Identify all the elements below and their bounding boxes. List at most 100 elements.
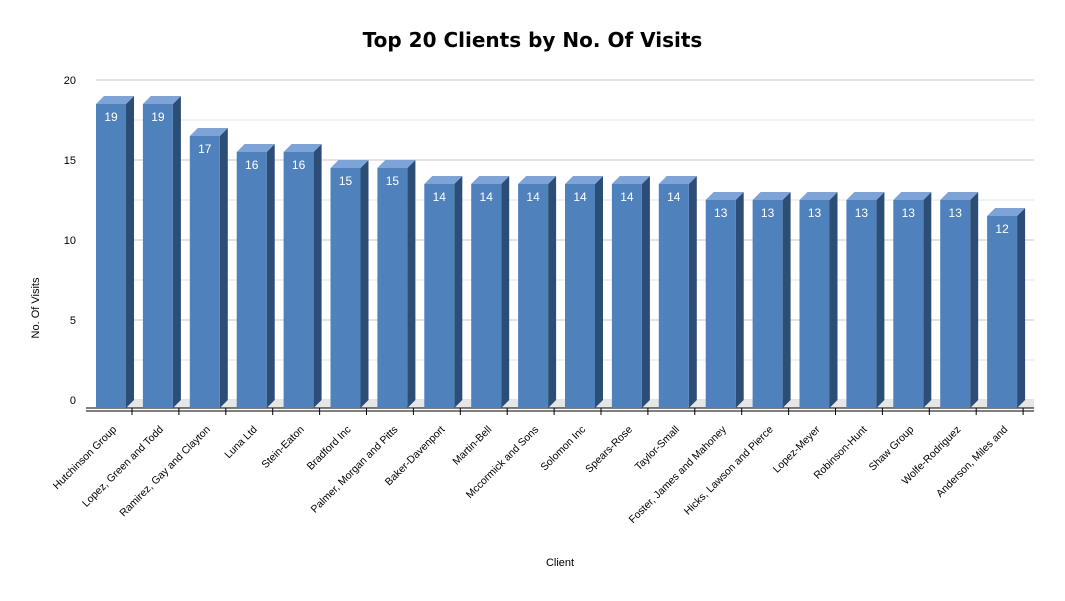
bar-top (846, 192, 885, 200)
bar-top (377, 160, 416, 168)
bar-side (172, 96, 181, 408)
category-label: Foster, James and Mahoney (627, 423, 730, 526)
category-label: Lopez-Meyer (771, 423, 823, 475)
bar-side (313, 144, 322, 408)
bar: 14 (565, 176, 603, 415)
y-tick-label: 10 (64, 235, 76, 247)
category-label: Taylor-Small (633, 424, 682, 473)
bar-front (987, 216, 1018, 408)
bar-front (658, 184, 689, 408)
bar: 15 (330, 160, 369, 415)
bar-front (940, 200, 971, 408)
bar: 14 (424, 176, 463, 415)
bar-side (407, 160, 416, 408)
bar: 19 (96, 96, 134, 415)
data-label: 13 (808, 206, 822, 220)
category-label: Martin-Bell (450, 424, 494, 468)
bar-top (799, 192, 838, 200)
bar-front (189, 136, 220, 408)
bar: 16 (236, 144, 275, 415)
data-label: 16 (245, 158, 259, 172)
chart-floor (86, 400, 1034, 412)
data-label: 14 (573, 190, 587, 204)
bar: 13 (893, 192, 932, 415)
category-label: Shaw Group (867, 424, 917, 474)
bar-front (893, 200, 924, 408)
bar-top (236, 144, 275, 152)
bar-front (846, 200, 877, 408)
bar-side (1017, 208, 1026, 408)
bar-front (96, 104, 126, 408)
bar-top (705, 192, 744, 200)
data-label: 14 (433, 190, 447, 204)
data-label: 17 (198, 142, 212, 156)
bar-top (987, 208, 1026, 216)
bar-side (970, 192, 979, 408)
bar-top (283, 144, 322, 152)
bar: 16 (283, 144, 322, 415)
bar: 17 (189, 128, 228, 415)
data-label: 14 (526, 190, 540, 204)
chart-title: Top 20 Clients by No. Of Visits (362, 28, 703, 52)
bar-top (752, 192, 791, 200)
y-tick-label: 5 (70, 315, 76, 327)
bar-top (658, 176, 697, 184)
data-label: 15 (339, 174, 353, 188)
y-tick-label: 0 (70, 395, 76, 407)
bar-side (782, 192, 791, 408)
bar-top (565, 176, 603, 184)
bar-side (595, 176, 603, 408)
bar-side (923, 192, 932, 408)
bar-front (752, 200, 783, 408)
bar-side (735, 192, 744, 408)
y-tick-label: 15 (64, 155, 76, 167)
data-label: 13 (761, 206, 775, 220)
bar-top (893, 192, 932, 200)
data-label: 19 (151, 110, 165, 124)
bar-side (876, 192, 885, 408)
y-tick-label: 20 (64, 75, 76, 87)
bar-front (611, 184, 642, 408)
bar-front (518, 184, 549, 408)
bar-side (126, 96, 134, 408)
category-label: Bradford Inc (305, 424, 354, 473)
category-label: Luna Ltd (222, 424, 259, 461)
bar-top (518, 176, 557, 184)
bar-front (424, 184, 455, 408)
bar-front (471, 184, 502, 408)
bar-front (799, 200, 830, 408)
data-label: 15 (386, 174, 400, 188)
bar-top (940, 192, 979, 200)
data-label: 14 (480, 190, 494, 204)
bar: 14 (658, 176, 697, 415)
category-label: Lopez, Green and Todd (80, 424, 166, 510)
data-label: 14 (620, 190, 634, 204)
bar-front (565, 184, 595, 408)
bar-top (142, 96, 181, 104)
x-axis-label: Client (545, 557, 575, 569)
bar-side (360, 160, 369, 408)
bar: 14 (611, 176, 650, 415)
bar-front (330, 168, 361, 408)
bar-front (142, 104, 173, 408)
bars: 19 19 17 16 16 15 15 14 14 14 14 14 14 13 13 13 13 13 13 12 (96, 96, 1026, 415)
bar-side (266, 144, 275, 408)
data-label: 13 (855, 206, 869, 220)
data-label: 16 (292, 158, 306, 172)
bar: 19 (142, 96, 181, 415)
bar: 13 (846, 192, 885, 415)
y-tick-labels: 0 5 10 15 20 (64, 75, 76, 407)
bar-top (471, 176, 510, 184)
bar-side (219, 128, 228, 408)
bar-side (641, 176, 650, 408)
bar-side (454, 176, 463, 408)
bar-top (330, 160, 369, 168)
data-label: 13 (714, 206, 728, 220)
bar-front (705, 200, 736, 408)
bar: 13 (940, 192, 979, 415)
bar: 13 (705, 192, 744, 415)
category-label: Stein-Eaton (259, 424, 306, 471)
bar-front (236, 152, 267, 408)
bar-top (611, 176, 650, 184)
